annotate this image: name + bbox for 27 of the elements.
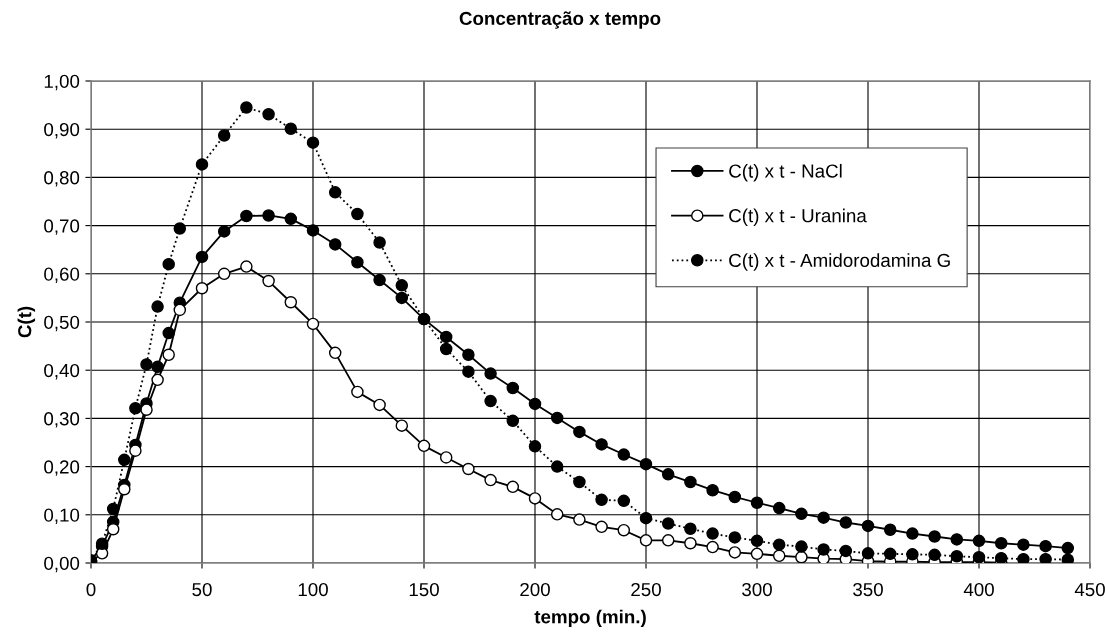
x-tick-label: 150 [409, 582, 439, 597]
legend-label: C(t) x t - Amidorodamina G [729, 253, 950, 271]
y-tick-label: 1,00 [44, 74, 80, 91]
x-tick-label: 0 [86, 582, 96, 597]
y-tick-label: 0,30 [44, 412, 80, 428]
y-tick-label: 0,70 [44, 219, 80, 235]
x-tick-label: 100 [298, 582, 328, 597]
x-tick-label: 250 [631, 582, 661, 597]
x-tick-label: 200 [520, 582, 550, 597]
legend-label: C(t) x t - Uranina [729, 208, 867, 227]
y-tick-label: 0,80 [44, 171, 80, 187]
x-tick-label: 350 [853, 582, 883, 597]
x-tick-label: 300 [742, 582, 772, 597]
chart-title: Concentração x tempo [459, 11, 661, 29]
y-axis-title: C(t) [17, 306, 36, 338]
y-tick-label: 0,60 [44, 267, 80, 283]
x-tick-label: 450 [1074, 582, 1105, 597]
legend-label: C(t) x t - NaCl [729, 163, 842, 182]
y-tick-label: 0,90 [44, 122, 80, 139]
y-tick-label: 0,00 [44, 556, 80, 573]
x-tick-label: 400 [963, 582, 994, 597]
y-tick-label: 0,10 [44, 508, 80, 524]
y-tick-label: 0,50 [44, 315, 80, 332]
x-axis-title: tempo (min.) [534, 609, 646, 628]
x-tick-label: 50 [192, 582, 212, 597]
y-tick-label: 0,20 [44, 460, 80, 476]
y-tick-label: 0,40 [44, 363, 80, 380]
